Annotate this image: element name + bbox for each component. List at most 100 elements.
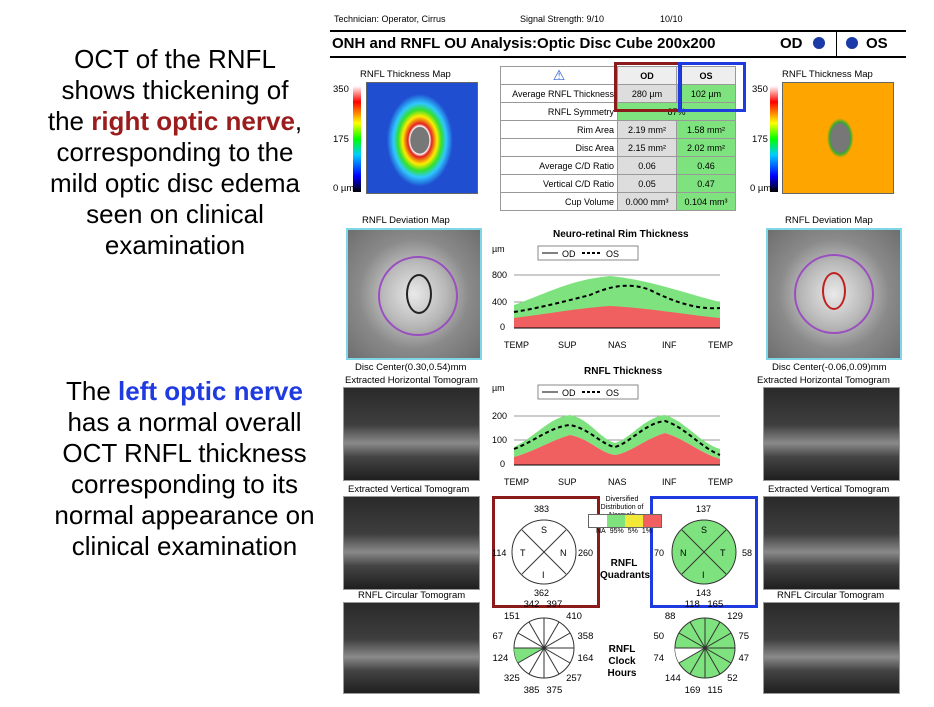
os-clock-value: 75 xyxy=(738,630,750,642)
os-disc xyxy=(822,272,846,310)
table-row: Average C/D Ratio 0.06 0.46 xyxy=(500,156,736,175)
os-label: OS xyxy=(866,35,888,52)
rim-legend-os: OS xyxy=(606,249,619,259)
od-clock-chart xyxy=(513,617,575,679)
rim-ytick-400: 400 xyxy=(492,297,507,307)
od-thickness-map xyxy=(366,82,478,194)
rim-ytick-0: 0 xyxy=(500,322,505,332)
os-quadrant-letter-t: T xyxy=(720,548,726,558)
os-thickness-map-title: RNFL Thickness Map xyxy=(782,69,873,80)
os-c-tomo-title: RNFL Circular Tomogram xyxy=(777,590,885,601)
signal-strength-os: 10/10 xyxy=(660,14,683,24)
od-deviation-map xyxy=(346,228,482,360)
os-deviation-map xyxy=(766,228,902,360)
od-quadrant-s-value: 383 xyxy=(534,504,549,514)
od-quadrant-i-value: 362 xyxy=(534,588,549,598)
rnfl-quadrants-label: RNFL Quadrants xyxy=(600,558,651,581)
od-clock-value: 257 xyxy=(566,673,582,685)
legend-swatch-green xyxy=(607,515,625,527)
os-scale-max: 350 xyxy=(752,84,768,95)
od-clock-spokes xyxy=(514,618,574,678)
rim-unit: µm xyxy=(492,244,505,254)
od-clock-value: 342 xyxy=(523,599,540,611)
os-clock-value: 115 xyxy=(707,684,723,696)
rim-os-line xyxy=(513,284,721,313)
rnfl-legend-os: OS xyxy=(606,388,619,398)
os-quadrant-letter-n: N xyxy=(680,548,687,558)
rim-ytick-800: 800 xyxy=(492,270,507,280)
signal-strength-od: Signal Strength: 9/10 xyxy=(520,14,605,24)
rim-red-band xyxy=(514,306,720,328)
warning-icon: ⚠ xyxy=(500,66,618,85)
os-clock-value: 118 xyxy=(684,599,700,611)
table-row: Average RNFL Thickness 280 µm 102 µm xyxy=(500,84,736,103)
od-scale-min: 0 µm xyxy=(333,183,355,194)
rim-chart-title: Neuro-retinal Rim Thickness xyxy=(553,229,689,240)
rnfl-ytick-0: 0 xyxy=(500,459,505,469)
od-quadrant-letter-t: T xyxy=(520,548,526,558)
os-quadrant-chart: S N T I 137 70 58 143 xyxy=(654,504,752,598)
rnfl-legend-od: OD xyxy=(562,388,576,398)
os-quadrant-s-value: 137 xyxy=(696,504,711,514)
od-average-thickness: 280 µm xyxy=(617,84,677,103)
od-clock-value: 325 xyxy=(503,673,520,685)
normals-legend-ticks: NA 95% 5% 1% xyxy=(596,528,652,535)
rim-xtick: INF xyxy=(662,340,677,350)
os-quadrant-box xyxy=(650,496,758,608)
rnfl-xtick: INF xyxy=(662,477,677,487)
os-eye-icon xyxy=(846,37,858,49)
os-highlight-box xyxy=(678,62,746,112)
rim-xtick: TEMP xyxy=(708,340,733,350)
normals-legend-swatches xyxy=(588,514,662,528)
os-thickness-map xyxy=(782,82,894,194)
os-v-tomo-title: Extracted Vertical Tomogram xyxy=(768,484,890,495)
legend-swatch-na xyxy=(589,515,607,527)
os-colorbar xyxy=(770,86,778,192)
rim-thickness-chart: µm OD OS 800 400 0 TEMP SUP NAS INF TEMP xyxy=(492,244,733,350)
os-quadrant-letter-s: S xyxy=(701,525,707,535)
rnfl-red-band xyxy=(514,433,720,465)
os-circular-tomogram xyxy=(763,602,900,694)
rnfl-clock-label: RNFL Clock Hours xyxy=(607,644,637,679)
rim-xtick: NAS xyxy=(608,340,627,350)
od-highlight-box xyxy=(614,62,682,112)
os-clock-value: 129 xyxy=(727,610,743,622)
os-vertical-tomogram xyxy=(763,496,900,590)
os-clock-value: 88 xyxy=(664,610,676,622)
rnfl-xtick: TEMP xyxy=(708,477,733,487)
rim-xtick: SUP xyxy=(558,340,577,350)
rim-xtick: TEMP xyxy=(504,340,529,350)
os-scale-min: 0 µm xyxy=(750,183,772,194)
os-disc-center: Disc Center(-0.06,0.09)mm xyxy=(772,362,887,373)
od-circular-tomogram xyxy=(343,602,480,694)
rnfl-xtick: NAS xyxy=(608,477,627,487)
od-eye-icon xyxy=(813,37,825,49)
rnfl-ytick-200: 200 xyxy=(492,411,507,421)
od-thickness-map-title: RNFL Thickness Map xyxy=(360,69,451,80)
od-clock-value: 410 xyxy=(566,610,582,622)
od-clock-value: 385 xyxy=(523,684,540,696)
od-h-tomo-title: Extracted Horizontal Tomogram xyxy=(345,375,478,386)
od-horizontal-tomogram xyxy=(343,387,480,481)
os-clock-value: 169 xyxy=(684,684,701,696)
left-optic-nerve-highlight: left optic nerve xyxy=(118,376,303,406)
od-c-tomo-title: RNFL Circular Tomogram xyxy=(358,590,466,601)
od-quadrant-divider xyxy=(521,529,567,575)
os-clock-spokes xyxy=(675,618,735,678)
od-disc xyxy=(406,274,432,314)
rnfl-chart-title: RNFL Thickness xyxy=(584,366,663,377)
table-row: Cup Volume 0.000 mm³ 0.104 mm³ xyxy=(500,192,736,211)
os-scale-mid: 175 xyxy=(752,134,768,145)
od-label: OD xyxy=(780,35,803,52)
od-quadrant-letter-i: I xyxy=(542,570,545,580)
os-quadrant-t-value: 58 xyxy=(742,548,752,558)
eye-divider xyxy=(836,32,837,56)
os-quadrant-n-value: 70 xyxy=(654,548,664,558)
od-quadrant-letter-n: N xyxy=(560,548,567,558)
os-clock-chart xyxy=(674,617,736,679)
legend-swatch-yellow xyxy=(625,515,643,527)
os-clock-value: 47 xyxy=(738,653,750,665)
od-clock-value: 358 xyxy=(577,630,594,642)
os-quadrant-divider xyxy=(681,529,727,575)
os-horizontal-tomogram xyxy=(763,387,900,481)
